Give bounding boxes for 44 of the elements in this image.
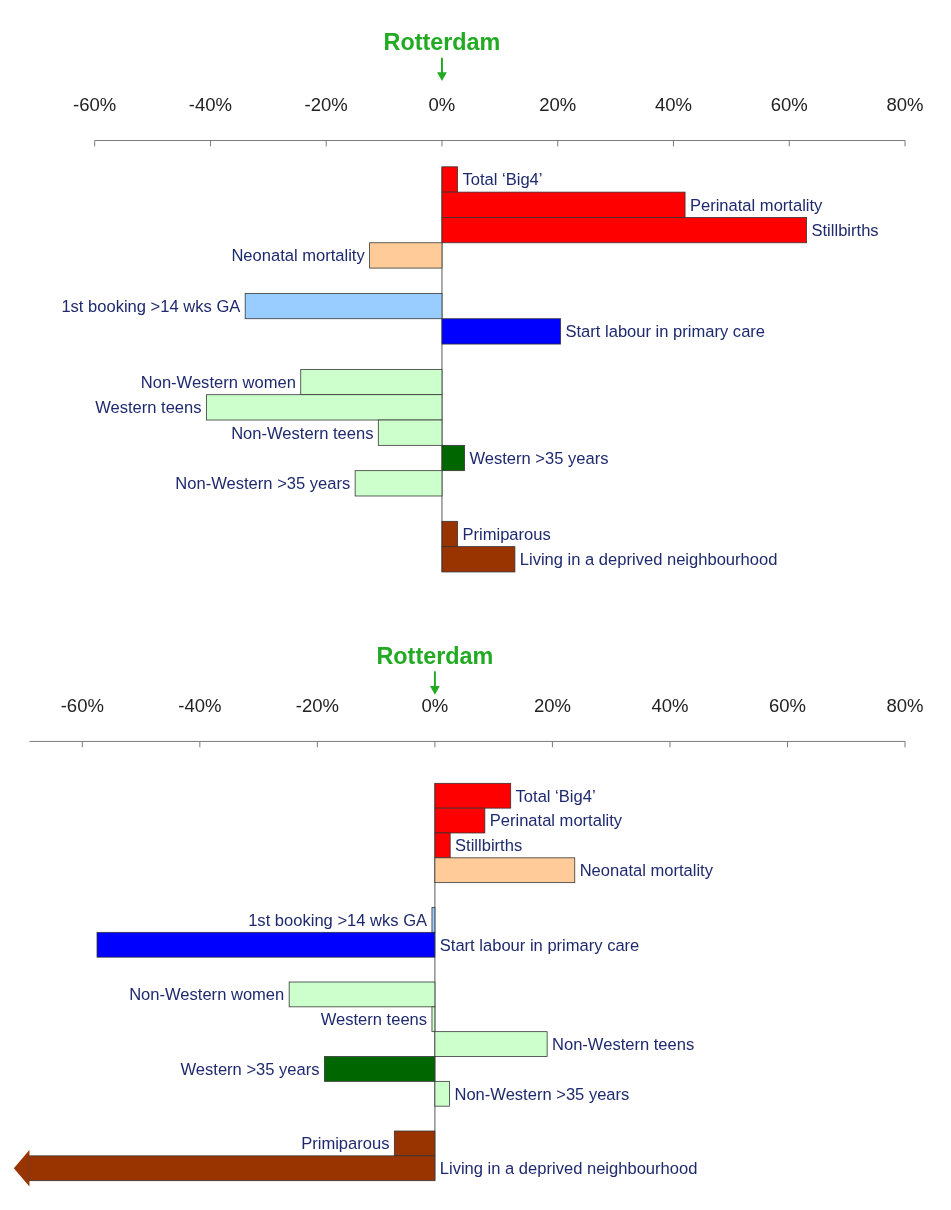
y-tick-label: Living in a deprived neighbourhood: [519, 550, 778, 570]
y-tick-label: Non-Western women: [140, 372, 296, 392]
y-tick-label: Perinatal mortality: [689, 195, 824, 215]
x-tick-label: -20%: [295, 695, 339, 717]
y-tick-label: Total ‘Big4’: [515, 786, 596, 806]
y-tick-label: Neonatal mortality: [231, 246, 366, 266]
x-tick-label: 60%: [768, 695, 806, 717]
x-tick-label: 40%: [651, 695, 689, 717]
x-tick-label: 40%: [654, 94, 693, 116]
y-tick-label: 1st booking >14 wks GA: [61, 296, 241, 316]
y-tick-label: Primiparous: [301, 1134, 390, 1154]
chart-title: Rotterdam: [376, 642, 494, 669]
y-tick-label: Stillbirths: [811, 220, 879, 240]
x-tick-label: -60%: [73, 94, 117, 116]
x-tick-label: 20%: [539, 94, 577, 116]
chart-title: Rotterdam: [383, 28, 501, 55]
x-tick-label: 20%: [533, 695, 571, 717]
y-tick-label: Start labour in primary care: [565, 322, 766, 342]
y-tick-label: Western >35 years: [180, 1059, 320, 1079]
y-tick-label: Non-Western >35 years: [175, 474, 351, 494]
x-tick-label: 80%: [886, 94, 924, 116]
y-tick-label: Western teens: [95, 398, 202, 418]
x-tick-label: -40%: [178, 695, 222, 717]
y-tick-label: Non-Western teens: [552, 1034, 695, 1054]
y-tick-label: Primiparous: [462, 524, 551, 544]
y-tick-label: Western teens: [320, 1010, 428, 1030]
y-tick-label: Non-Western >35 years: [454, 1084, 630, 1104]
y-tick-label: Stillbirths: [455, 836, 523, 856]
x-tick-label: -40%: [188, 94, 233, 116]
x-tick-label: 80%: [886, 695, 924, 717]
y-tick-label: Neonatal mortality: [579, 861, 714, 881]
y-tick-label: 1st booking >14 wks GA: [248, 910, 428, 930]
y-tick-label: Start labour in primary care: [439, 935, 640, 955]
x-tick-label: -20%: [304, 94, 348, 116]
y-tick-label: Living in a deprived neighbourhood: [439, 1159, 698, 1179]
y-tick-label: Total ‘Big4’: [462, 170, 543, 190]
y-tick-label: Non-Western teens: [231, 423, 374, 443]
x-tick-label: 0%: [428, 94, 456, 116]
x-tick-label: 60%: [770, 94, 808, 116]
x-tick-label: -60%: [60, 695, 104, 717]
y-tick-label: Non-Western women: [129, 985, 285, 1005]
y-tick-label: Western >35 years: [469, 448, 609, 468]
x-tick-label: 0%: [421, 695, 449, 717]
y-tick-label: Perinatal mortality: [489, 811, 623, 831]
